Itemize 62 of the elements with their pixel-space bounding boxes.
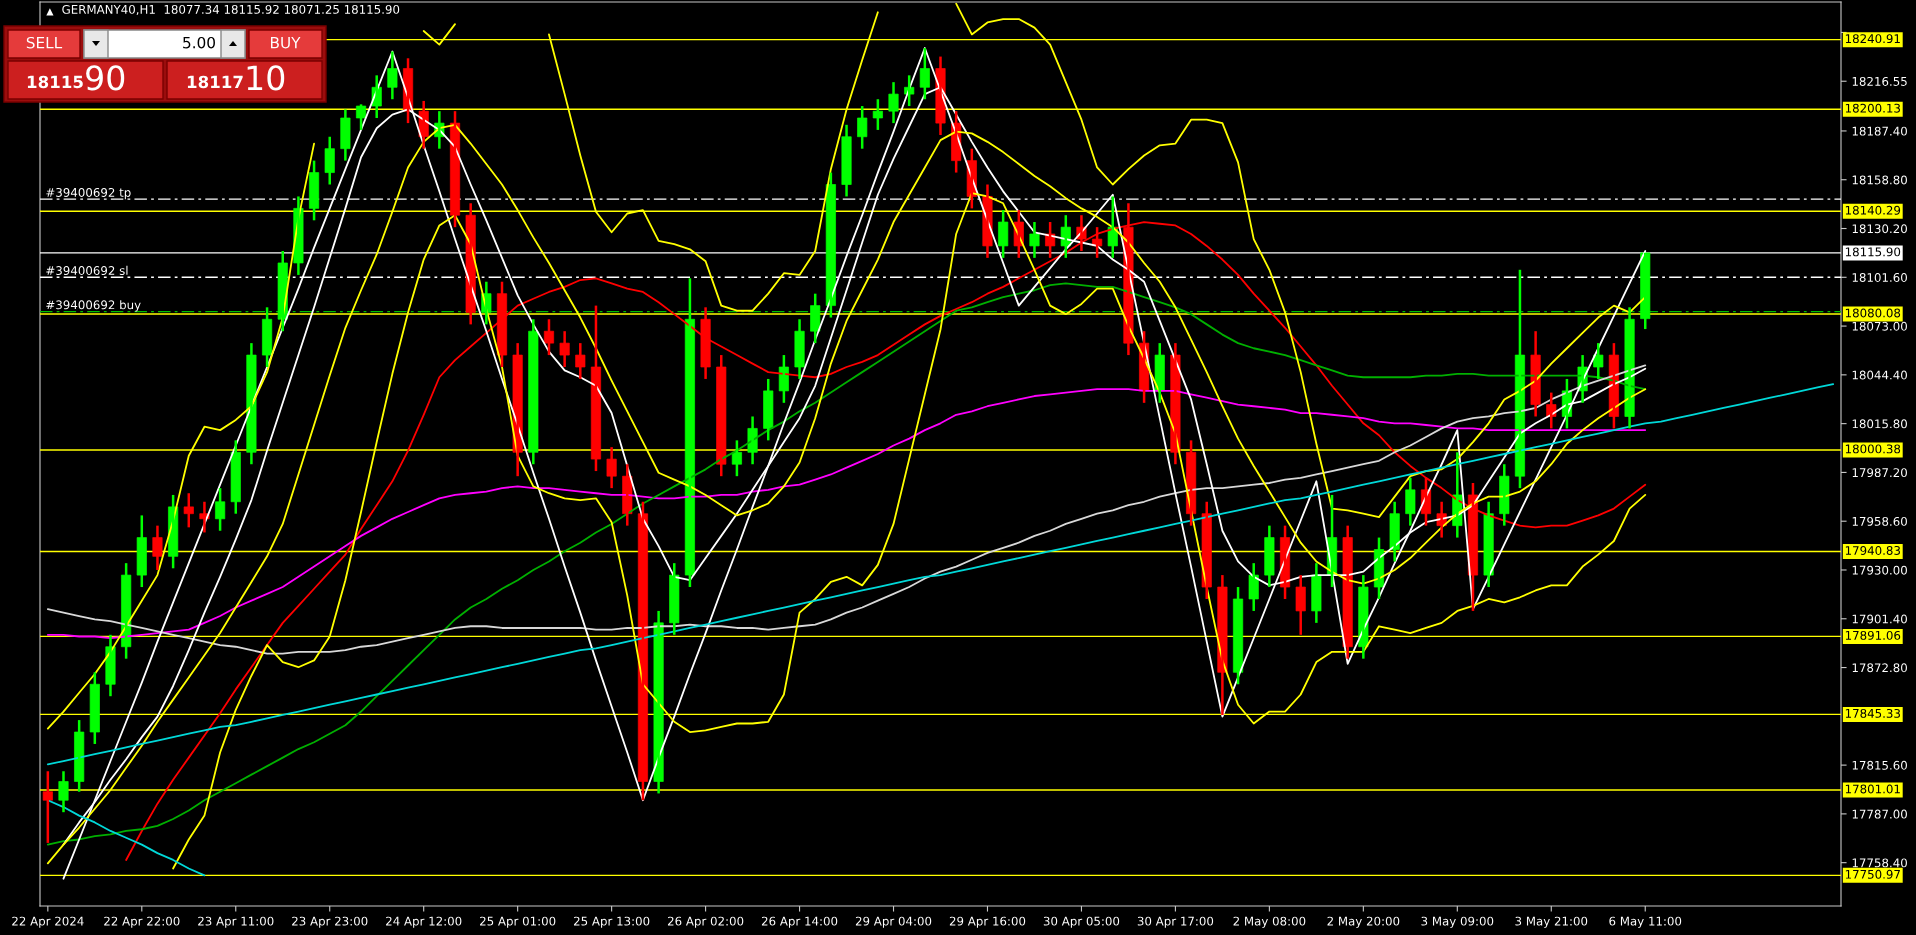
y-tick-label: 17987.20 bbox=[1852, 468, 1907, 478]
ref-line-label: #39400692 buy bbox=[46, 300, 141, 312]
x-tick-label: 25 Apr 13:00 bbox=[574, 916, 650, 928]
x-tick-label: 25 Apr 01:00 bbox=[480, 916, 556, 928]
y-tick-label: 18073.00 bbox=[1852, 321, 1907, 331]
ref-line-label: 18200.13 bbox=[1845, 103, 1900, 113]
x-tick-label: 2 May 08:00 bbox=[1233, 916, 1306, 928]
y-tick-label: 18015.80 bbox=[1852, 419, 1907, 429]
candlestick bbox=[857, 104, 868, 150]
y-tick-label: 17787.00 bbox=[1852, 809, 1907, 819]
ref-line-label: 18140.29 bbox=[1845, 205, 1901, 215]
x-tick-label: 22 Apr 2024 bbox=[12, 916, 84, 928]
annotation: 5.00 bbox=[183, 36, 215, 49]
x-tick-label: 23 Apr 11:00 bbox=[198, 916, 274, 928]
ref-line-label: #39400692 tp bbox=[46, 187, 131, 200]
line-series bbox=[46, 282, 1647, 846]
x-tick-label: 23 Apr 23:00 bbox=[292, 916, 368, 928]
x-tick-label: 29 Apr 16:00 bbox=[949, 916, 1026, 928]
line-series bbox=[46, 383, 1835, 766]
ref-line-label: 18000.38 bbox=[1845, 444, 1901, 454]
x-tick-label: 29 Apr 04:00 bbox=[855, 916, 932, 928]
chart-title: GERMANY40,H1 18077.34 18115.92 18071.25 18115.90 bbox=[62, 4, 400, 16]
x-tick-label: 30 Apr 05:00 bbox=[1043, 916, 1120, 928]
ref-line-label: 17940.83 bbox=[1845, 546, 1900, 555]
ref-line-label: 17801.01 bbox=[1845, 784, 1900, 794]
annotation: 1811590 bbox=[27, 65, 125, 91]
y-tick-label: 17815.60 bbox=[1852, 760, 1907, 770]
y-tick-label: 17930.00 bbox=[1852, 565, 1907, 575]
y-tick-label: 18101.60 bbox=[1852, 273, 1907, 282]
x-tick-label: 3 May 21:00 bbox=[1515, 916, 1588, 928]
annotation: BUY bbox=[271, 37, 301, 49]
ref-line-label: #39400692 sl bbox=[46, 265, 128, 276]
ref-line-label: 18115.90 bbox=[1845, 247, 1901, 257]
x-tick-label: 6 May 11:00 bbox=[1609, 916, 1682, 928]
ref-line-label: 17891.06 bbox=[1845, 630, 1901, 640]
x-tick-label: 2 May 20:00 bbox=[1327, 916, 1400, 928]
y-tick-label: 17872.80 bbox=[1852, 663, 1907, 673]
x-tick-label: 30 Apr 17:00 bbox=[1137, 916, 1214, 928]
y-tick-label: 18187.40 bbox=[1852, 126, 1907, 136]
candlestick bbox=[42, 770, 53, 845]
y-tick-label: 17958.60 bbox=[1852, 516, 1907, 526]
y-tick-label: 17758.40 bbox=[1852, 858, 1907, 868]
x-tick-label: 24 Apr 12:00 bbox=[386, 916, 462, 928]
candlestick bbox=[89, 671, 100, 746]
x-tick-label: 22 Apr 22:00 bbox=[104, 916, 180, 928]
y-tick-label: 18130.20 bbox=[1852, 224, 1907, 234]
ref-line-label: 18240.91 bbox=[1845, 34, 1900, 44]
candlestick bbox=[136, 514, 147, 589]
x-tick-label: 26 Apr 02:00 bbox=[667, 916, 744, 928]
annotation: SELL bbox=[26, 36, 63, 49]
ref-line-label: 17845.33 bbox=[1845, 708, 1900, 718]
x-tick-label: 26 Apr 14:00 bbox=[761, 916, 838, 928]
candlestick bbox=[919, 46, 930, 101]
y-tick-label: 17901.40 bbox=[1852, 614, 1907, 624]
y-tick-label: 18044.40 bbox=[1852, 370, 1907, 380]
x-tick-label: 3 May 09:00 bbox=[1421, 916, 1494, 928]
ref-line-label: 17750.97 bbox=[1845, 869, 1900, 879]
y-tick-label: 18216.55 bbox=[1852, 76, 1907, 86]
candlestick bbox=[183, 491, 194, 529]
annotation: 1811710 bbox=[187, 65, 285, 91]
y-tick-label: 18158.80 bbox=[1852, 175, 1907, 185]
ref-line-label: 18080.08 bbox=[1845, 308, 1901, 318]
